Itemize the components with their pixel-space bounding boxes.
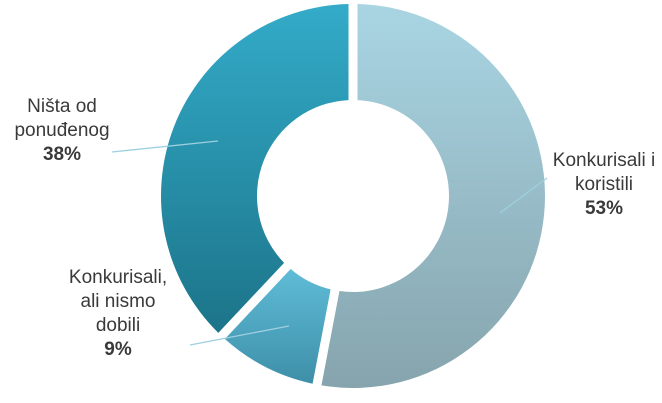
leader-line-2	[189, 325, 290, 346]
leader-line-3	[111, 140, 219, 153]
slice-percent-3: 38%	[43, 144, 81, 165]
slice-label-line: Konkurisali,	[69, 267, 167, 288]
leader-lines	[111, 140, 548, 346]
slice-label-1: Konkurisali i koristili 53%	[553, 150, 655, 219]
slice-label-line: Konkurisali i	[553, 150, 655, 171]
slice-3	[161, 4, 349, 333]
slice-percent-1: 53%	[585, 198, 623, 219]
slice-1	[321, 4, 545, 388]
slice-label-line: koristili	[575, 174, 633, 195]
leader-line-1	[499, 177, 548, 214]
donut-slices	[161, 4, 545, 388]
slice-label-3: Ništa od ponuđenog 38%	[14, 96, 109, 165]
slice-label-line: ali nismo	[81, 291, 156, 312]
slice-label-line: dobili	[96, 315, 140, 336]
slice-percent-2: 9%	[104, 339, 132, 360]
slice-label-line: ponuđenog	[14, 120, 109, 141]
slice-labels: Konkurisali i koristili 53% Konkurisali, ali…	[14, 96, 655, 360]
slice-label-line: Ništa od	[27, 96, 97, 117]
slice-2	[224, 268, 331, 384]
slice-label-2: Konkurisali, ali nismo dobili 9%	[69, 267, 167, 360]
